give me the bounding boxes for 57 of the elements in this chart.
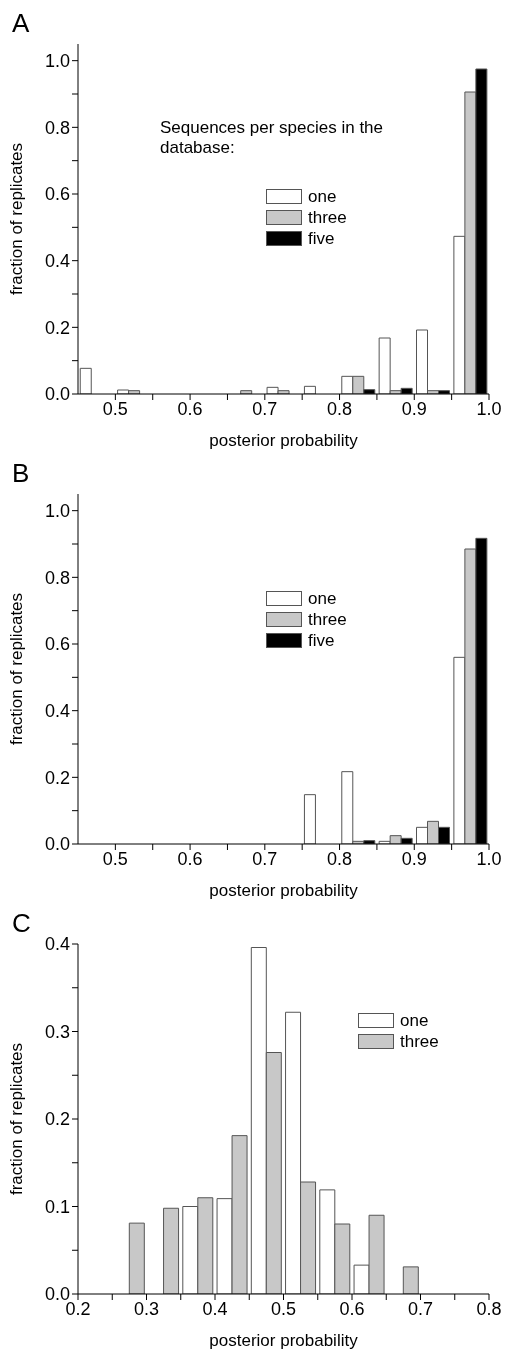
legend-label: one [308,588,337,609]
y-tick-label: 1.0 [44,51,70,72]
bar [128,1222,145,1294]
y-axis-title: fraction of replicates [7,592,27,746]
legend-label: five [308,228,335,249]
y-tick-label: 0.2 [44,317,70,338]
y-tick-label: 0.3 [44,1021,70,1042]
y-tick-label: 0.6 [44,634,70,655]
y-tick-label: 0.0 [44,834,70,855]
legend-title: Sequences per species in the database: [160,118,385,158]
chart-title: B [11,458,31,488]
bar [303,794,316,844]
bar [402,1266,419,1294]
chart-title: A [11,8,31,38]
bar [79,367,92,394]
y-tick-label: 0.8 [44,117,70,138]
x-tick-label: 1.0 [476,398,502,419]
y-tick-label: 0.4 [44,251,70,272]
x-tick-label: 0.8 [327,398,353,419]
y-axis-title: fraction of replicates [7,142,27,296]
x-tick-label: 0.6 [339,1298,365,1319]
legend-label: one [308,186,337,207]
x-axis-title: posterior probability [209,1331,359,1350]
x-axis-title: posterior probability [209,431,359,450]
legend-label: three [308,207,347,228]
y-tick-label: 0.0 [44,384,70,405]
y-tick-label: 0.4 [44,934,70,955]
x-tick-label: 0.4 [202,1298,228,1319]
x-tick-label: 0.5 [102,848,128,869]
y-tick-label: 1.0 [44,501,70,522]
legend-label: one [400,1010,429,1031]
x-tick-label: 0.7 [252,398,278,419]
x-tick-label: 0.6 [177,398,203,419]
y-tick-label: 0.8 [44,567,70,588]
x-tick-label: 0.8 [476,1298,502,1319]
legend-label: three [400,1031,439,1052]
x-tick-label: 0.7 [252,848,278,869]
x-axis-title: posterior probability [209,881,359,900]
y-tick-label: 0.4 [44,701,70,722]
y-tick-label: 0.1 [44,1196,70,1217]
legend-label: three [308,609,347,630]
x-tick-label: 1.0 [476,848,502,869]
x-tick-label: 0.9 [401,398,427,419]
y-tick-label: 0.6 [44,184,70,205]
y-tick-label: 0.2 [44,767,70,788]
x-tick-label: 0.8 [327,848,353,869]
chart-title: C [11,908,32,938]
bar [163,1207,180,1294]
x-tick-label: 0.5 [102,398,128,419]
x-tick-label: 0.9 [401,848,427,869]
x-tick-label: 0.5 [270,1298,297,1319]
x-tick-label: 0.6 [177,848,203,869]
y-axis-title: fraction of replicates [7,1042,27,1196]
x-tick-label: 0.7 [407,1298,434,1319]
x-tick-label: 0.3 [133,1298,160,1319]
legend-label: five [308,630,335,651]
y-tick-label: 0.2 [44,1109,70,1130]
